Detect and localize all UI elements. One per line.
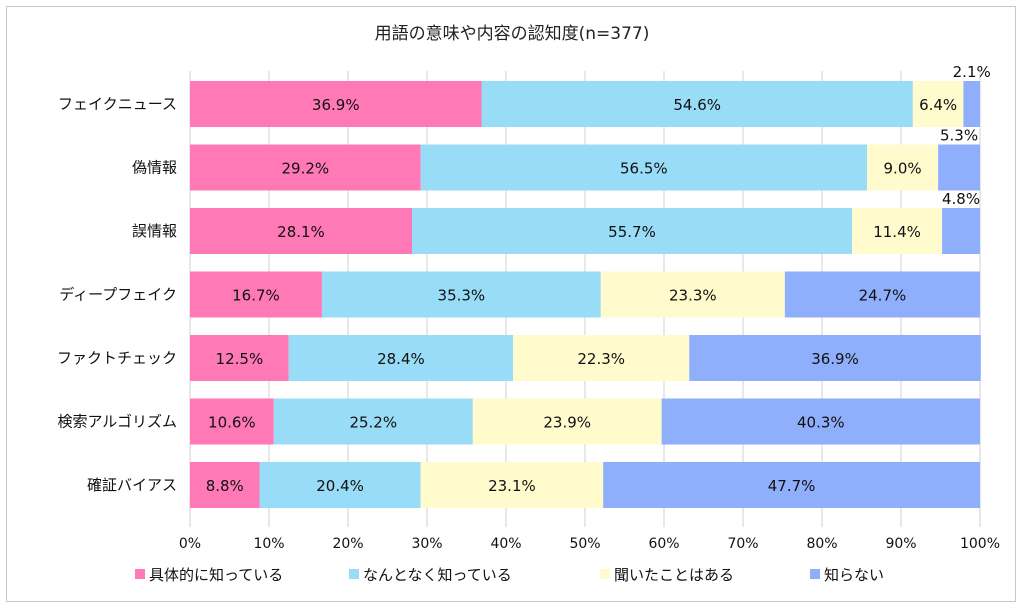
bar-segment bbox=[411, 208, 853, 254]
legend-label: 具体的に知っている bbox=[149, 566, 283, 584]
x-tick-label: 0% bbox=[179, 536, 201, 552]
bar-segment bbox=[259, 462, 421, 508]
data-label: 22.3% bbox=[577, 350, 625, 368]
bars bbox=[190, 81, 981, 508]
category-label: 確証バイアス bbox=[87, 476, 177, 494]
data-label: 28.1% bbox=[277, 223, 325, 241]
bar-segment bbox=[288, 335, 514, 381]
data-label: 54.6% bbox=[673, 96, 721, 114]
legend-swatch bbox=[600, 569, 610, 579]
legend-label: 知らない bbox=[824, 566, 884, 584]
stacked-bar-chart: 用語の意味や内容の認知度(n=377) 36.9% 54.6% 6.4% 2.1% 29… bbox=[57, 24, 1000, 584]
data-label: 16.7% bbox=[232, 287, 280, 305]
bar-segment bbox=[963, 81, 980, 127]
bar-segment bbox=[190, 335, 289, 381]
x-tick-label: 10% bbox=[253, 536, 284, 552]
data-label: 29.2% bbox=[282, 160, 330, 178]
bar-segment bbox=[603, 462, 980, 508]
data-label: 23.1% bbox=[488, 477, 536, 495]
legend-swatch bbox=[135, 569, 145, 579]
bar-segment bbox=[661, 398, 980, 445]
bar-segment bbox=[190, 271, 322, 318]
bar-segment bbox=[273, 398, 473, 445]
x-tick-label: 40% bbox=[490, 536, 521, 552]
bar-segment bbox=[321, 271, 601, 318]
chart-frame: 用語の意味や内容の認知度(n=377) 36.9% 54.6% 6.4% 2.1% 29… bbox=[6, 6, 1016, 602]
bar-labels: 36.9% 54.6% 6.4% 2.1% 29.2% 56.5% 9.0% 5.3% 28.1… bbox=[206, 63, 991, 495]
data-label: 5.3% bbox=[940, 127, 978, 145]
category-labels: フェイクニュース偽情報誤情報ディープフェイクファクトチェック検索アルゴリズム確証… bbox=[57, 95, 177, 494]
bar-segment bbox=[689, 335, 981, 381]
category-label: 誤情報 bbox=[132, 222, 177, 240]
x-tick-label: 20% bbox=[332, 536, 363, 552]
data-label: 36.9% bbox=[811, 350, 859, 368]
bar-segment bbox=[912, 81, 964, 127]
data-label: 8.8% bbox=[206, 477, 244, 495]
bar-segment bbox=[481, 81, 913, 127]
data-label: 9.0% bbox=[884, 160, 922, 178]
data-label: 23.3% bbox=[669, 287, 717, 305]
bar-segment bbox=[852, 208, 943, 254]
category-label: ファクトチェック bbox=[57, 349, 177, 367]
data-label: 28.4% bbox=[377, 350, 425, 368]
data-label: 47.7% bbox=[768, 477, 816, 495]
legend-label: 聞いたことはある bbox=[614, 566, 734, 584]
category-label: 偽情報 bbox=[132, 159, 177, 177]
x-tick-label: 30% bbox=[411, 536, 442, 552]
bar-segment bbox=[942, 208, 980, 254]
data-label: 4.8% bbox=[942, 190, 980, 208]
x-tick-label: 70% bbox=[727, 536, 758, 552]
legend-label: なんとなく知っている bbox=[363, 566, 512, 584]
bar-segment bbox=[513, 335, 690, 381]
category-label: ディープフェイク bbox=[59, 286, 177, 304]
bar-segment bbox=[938, 144, 980, 191]
x-tick-label: 80% bbox=[806, 536, 837, 552]
data-label: 20.4% bbox=[316, 477, 364, 495]
bar-segment bbox=[190, 462, 260, 508]
data-label: 55.7% bbox=[608, 223, 656, 241]
bar-segment bbox=[472, 398, 662, 445]
legend-swatch bbox=[349, 569, 359, 579]
legend-swatch bbox=[810, 569, 820, 579]
x-tick-label: 90% bbox=[885, 536, 916, 552]
x-tick-label: 50% bbox=[569, 536, 600, 552]
data-label: 12.5% bbox=[216, 350, 264, 368]
data-label: 6.4% bbox=[919, 96, 957, 114]
bar-segment bbox=[190, 144, 421, 191]
x-tick-label: 60% bbox=[648, 536, 679, 552]
bar-segment bbox=[190, 208, 412, 254]
bar-segment bbox=[420, 144, 868, 191]
x-tick-label: 100% bbox=[960, 536, 1000, 552]
data-label: 40.3% bbox=[797, 414, 845, 432]
x-axis-ticks: 0% 10% 20% 30% 40% 50% 60% 70% 80% 90% 100% bbox=[179, 536, 1000, 552]
bar-segment bbox=[600, 271, 785, 318]
data-label: 25.2% bbox=[349, 414, 397, 432]
bar-segment bbox=[190, 81, 482, 127]
chart-title: 用語の意味や内容の認知度(n=377) bbox=[375, 24, 650, 44]
data-label: 36.9% bbox=[312, 96, 360, 114]
data-label: 10.6% bbox=[208, 414, 256, 432]
data-label: 11.4% bbox=[873, 223, 921, 241]
bar-segment bbox=[867, 144, 939, 191]
data-label: 2.1% bbox=[953, 63, 991, 81]
legend: 具体的に知っている なんとなく知っている 聞いたことはある 知らない bbox=[135, 566, 884, 584]
data-label: 24.7% bbox=[859, 287, 907, 305]
category-label: フェイクニュース bbox=[58, 95, 177, 113]
bar-segment bbox=[190, 398, 274, 445]
bar-segment bbox=[420, 462, 604, 508]
bar-segment bbox=[784, 271, 980, 318]
category-label: 検索アルゴリズム bbox=[57, 413, 177, 431]
data-label: 35.3% bbox=[438, 287, 486, 305]
data-label: 23.9% bbox=[543, 414, 591, 432]
data-label: 56.5% bbox=[620, 160, 668, 178]
